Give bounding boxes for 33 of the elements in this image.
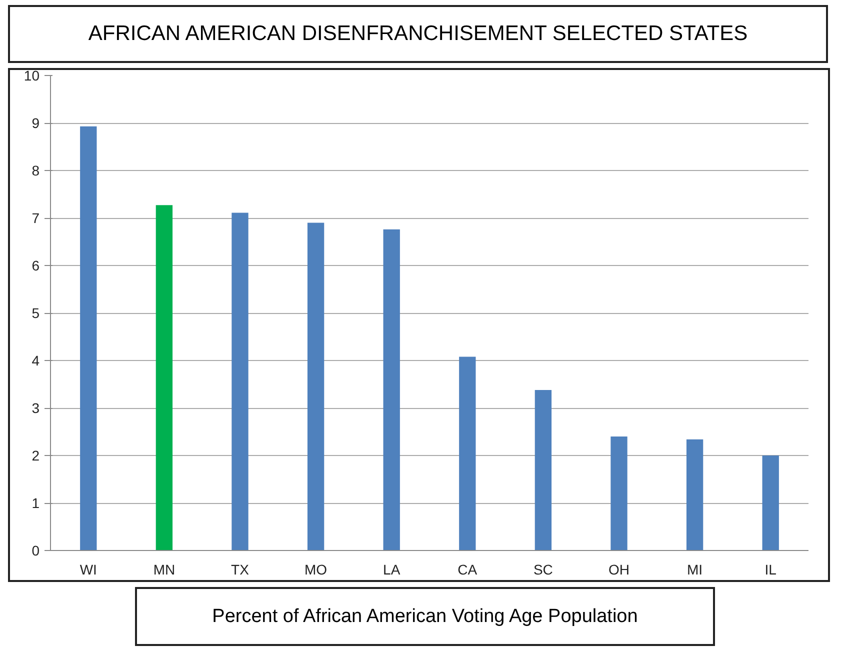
x-tick-label: LA xyxy=(383,562,401,578)
bar xyxy=(610,436,628,550)
bar xyxy=(686,439,704,550)
y-tick-label: 0 xyxy=(32,542,40,558)
x-tick-label: MI xyxy=(687,562,703,578)
y-tick-label: 4 xyxy=(32,352,40,368)
x-tick-label: MO xyxy=(304,562,328,578)
y-tick-label: 10 xyxy=(24,68,40,84)
y-tick-label: 7 xyxy=(32,210,40,226)
y-tick-label: 3 xyxy=(32,400,40,416)
bar xyxy=(232,212,248,550)
bar xyxy=(459,356,476,550)
bar xyxy=(156,205,173,550)
chart-title: AFRICAN AMERICAN DISENFRANCHISEMENT SELECTED STATES xyxy=(88,21,748,47)
y-tick-label: 9 xyxy=(32,115,40,131)
x-tick-label: TX xyxy=(231,562,250,578)
y-tick-label: 2 xyxy=(32,448,40,464)
x-tick-label: CA xyxy=(458,562,478,578)
y-tick-label: 6 xyxy=(32,258,40,274)
x-tick-label: IL xyxy=(764,562,777,578)
bar xyxy=(80,126,97,550)
x-tick-label: SC xyxy=(533,562,553,578)
x-tick-label: OH xyxy=(608,562,630,578)
y-tick-label: 8 xyxy=(32,162,40,178)
x-tick-label: MN xyxy=(153,562,176,578)
x-axis-title: Percent of African American Voting Age Population xyxy=(212,605,638,629)
y-tick-label: 1 xyxy=(32,495,40,511)
bar xyxy=(383,229,400,550)
bar xyxy=(762,456,779,550)
y-tick-label: 5 xyxy=(32,305,40,321)
bar xyxy=(307,222,324,550)
bar xyxy=(534,390,552,550)
x-tick-label: WI xyxy=(80,562,97,578)
